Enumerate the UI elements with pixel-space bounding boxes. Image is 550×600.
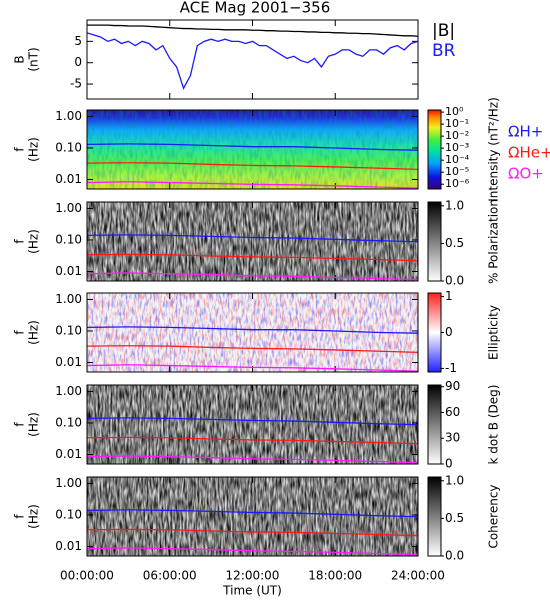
y-axis-label: f <box>13 239 27 244</box>
y-axis-label: (nT) <box>27 47 41 71</box>
gyrofrequency-line <box>87 162 418 170</box>
colorbar-label: % Polarization <box>487 199 501 284</box>
gyrofrequency-line <box>87 455 418 464</box>
colorbar-tick-label: 10⁻¹ <box>445 117 469 130</box>
plot-frame <box>86 384 419 465</box>
colorbar-label: Intensity (nT²/Hz) <box>487 97 501 202</box>
colorbar-tick-label: 1 <box>445 289 453 303</box>
colorbar-tick-label: 1.0 <box>445 473 464 487</box>
spectrogram-texture <box>87 202 418 281</box>
plot-frame <box>86 109 419 190</box>
y-tick-label: 0.01 <box>55 172 82 186</box>
colorbar-tick-label: 90 <box>445 379 460 393</box>
x-tick-label: 00:00:00 <box>60 569 114 583</box>
data-line <box>87 24 418 37</box>
y-axis-label: B <box>13 55 27 63</box>
gyrofrequency-line <box>87 253 418 262</box>
y-tick-label: 0.01 <box>55 355 82 369</box>
colorbar-tick-label: 10⁰ <box>445 105 464 118</box>
spectrogram-texture <box>87 477 418 556</box>
plot-frame <box>86 292 419 373</box>
gyrofrequency-line <box>87 345 418 353</box>
x-tick-label: 06:00:00 <box>143 569 197 583</box>
gyrofrequency-line <box>87 528 418 537</box>
y-tick-label: 0 <box>74 55 82 69</box>
y-tick-label: 1.00 <box>55 201 82 215</box>
colorbar-tick-label: -1 <box>445 361 457 375</box>
colorbar <box>427 201 442 282</box>
y-axis-label: f <box>13 422 27 427</box>
x-tick-label: 24:00:00 <box>391 569 445 583</box>
data-line <box>87 32 418 90</box>
legend-label: |B| <box>432 21 455 41</box>
colorbar <box>427 109 442 190</box>
figure-title: ACE Mag 2001−356 <box>180 0 331 17</box>
y-axis-label: (Hz) <box>27 412 41 437</box>
y-axis-label: f <box>13 514 27 519</box>
y-axis-label: (Hz) <box>27 320 41 345</box>
colorbar-tick-label: 10⁻⁵ <box>445 165 469 178</box>
gyrofrequency-line <box>87 234 418 243</box>
colorbar-tick-label: 10⁻² <box>445 129 469 142</box>
colorbar-tick-label: 0.0 <box>445 549 464 563</box>
colorbar <box>427 476 442 557</box>
y-tick-label: -5 <box>70 77 82 91</box>
legend-label: BR <box>432 41 456 61</box>
colorbar-label: Coherency <box>487 484 501 548</box>
y-tick-label: 1.00 <box>55 292 82 306</box>
plot-frame <box>86 201 419 282</box>
colorbar-tick-label: 0.5 <box>445 511 464 525</box>
colorbar-tick-label: 0 <box>445 325 453 339</box>
y-tick-label: 1.00 <box>55 109 82 123</box>
colorbar <box>427 292 442 373</box>
colorbar-tick-label: 0.5 <box>445 236 464 250</box>
colorbar-tick-label: 0.0 <box>445 274 464 288</box>
gyrofrequency-line <box>87 143 418 151</box>
y-tick-label: 0.10 <box>55 140 82 154</box>
y-tick-label: 0.01 <box>55 447 82 461</box>
y-axis-label: f <box>13 147 27 152</box>
colorbar-tick-label: 1.0 <box>445 198 464 212</box>
plot-frame <box>86 19 419 100</box>
gyrofrequency-line <box>87 272 418 281</box>
legend-label: ΩO+ <box>508 165 544 183</box>
spectrogram-texture <box>87 385 418 464</box>
y-axis-label: f <box>13 330 27 335</box>
x-axis-label: Time (UT) <box>222 584 282 598</box>
colorbar-tick-label: 10⁻³ <box>445 141 469 154</box>
y-tick-label: 0.10 <box>55 507 82 521</box>
gyrofrequency-line <box>87 326 418 334</box>
gyrofrequency-line <box>87 181 418 189</box>
colorbar <box>427 384 442 465</box>
colorbar-tick-label: 10⁻⁶ <box>445 177 470 190</box>
legend-label: ΩHe+ <box>508 144 550 162</box>
gyrofrequency-line <box>87 417 418 426</box>
y-tick-label: 1.00 <box>55 384 82 398</box>
plot-frame <box>86 476 419 557</box>
y-axis-label: (Hz) <box>27 229 41 254</box>
y-tick-label: 0.01 <box>55 539 82 553</box>
y-tick-label: 0.01 <box>55 264 82 278</box>
y-tick-label: 0.10 <box>55 232 82 246</box>
x-tick-label: 12:00:00 <box>226 569 280 583</box>
colorbar-tick-label: 30 <box>445 431 460 445</box>
colorbar-label: Ellipticity <box>487 305 501 360</box>
y-tick-label: 0.10 <box>55 323 82 337</box>
y-tick-label: 0.10 <box>55 415 82 429</box>
y-tick-label: 1.00 <box>55 476 82 490</box>
gyrofrequency-line <box>87 547 418 556</box>
colorbar-label: k dot B (Deg) <box>487 385 501 465</box>
gyrofrequency-line <box>87 509 418 518</box>
colorbar-tick-label: 60 <box>445 405 460 419</box>
gyrofrequency-line <box>87 436 418 445</box>
colorbar-tick-label: 0 <box>445 457 453 471</box>
x-tick-label: 18:00:00 <box>308 569 362 583</box>
gyrofrequency-line <box>87 364 418 372</box>
y-axis-label: (Hz) <box>27 504 41 529</box>
y-tick-label: 5 <box>74 34 82 48</box>
colorbar-tick-label: 10⁻⁴ <box>445 153 470 166</box>
y-axis-label: (Hz) <box>27 137 41 162</box>
legend-label: ΩH+ <box>508 123 543 141</box>
